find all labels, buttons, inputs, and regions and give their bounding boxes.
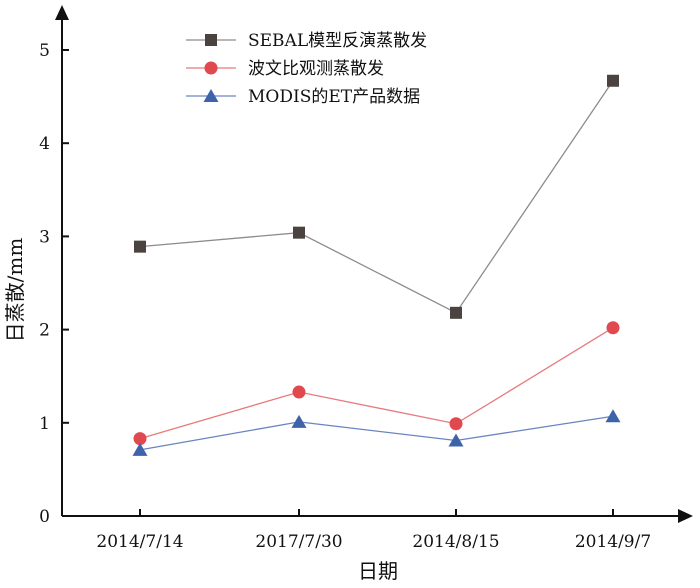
y-tick-label-3: 3 xyxy=(39,227,50,247)
legend-item-0: SEBAL模型反演蒸散发 xyxy=(186,31,427,51)
y-axis-title: 日蒸散/mm xyxy=(3,238,27,343)
series-layer xyxy=(132,74,621,456)
data-point-2-3 xyxy=(605,409,621,423)
legend-label-2: MODIS的ET产品数据 xyxy=(248,87,420,107)
x-tick-label-2: 2014/8/15 xyxy=(412,532,499,552)
series-line-1 xyxy=(139,327,614,440)
y-tick-label-5: 5 xyxy=(39,41,50,61)
legend-marker-1 xyxy=(204,61,218,75)
y-ticks: 0 1 2 3 4 5 xyxy=(39,41,69,527)
y-tick-label-0: 0 xyxy=(39,507,50,527)
axes xyxy=(55,5,693,523)
legend-label-1: 波文比观测蒸散发 xyxy=(248,59,384,79)
data-point-0-2 xyxy=(450,306,462,319)
data-point-1-3 xyxy=(606,321,620,335)
x-axis-arrow xyxy=(678,509,693,523)
data-point-1-2 xyxy=(449,417,463,431)
legend-item-1: 波文比观测蒸散发 xyxy=(186,59,384,79)
legend-item-2: MODIS的ET产品数据 xyxy=(186,87,420,107)
data-point-2-1 xyxy=(291,414,307,428)
y-axis-arrow xyxy=(55,5,69,20)
data-point-1-1 xyxy=(292,385,306,399)
legend-label-0: SEBAL模型反演蒸散发 xyxy=(248,31,427,51)
series-line-2 xyxy=(139,415,614,451)
x-axis-title: 日期 xyxy=(358,559,398,583)
x-ticks: 2014/7/14 2017/7/30 2014/8/15 2014/9/7 xyxy=(96,509,651,552)
data-point-0-1 xyxy=(293,226,305,239)
data-point-0-3 xyxy=(607,74,619,87)
data-point-2-2 xyxy=(448,433,464,447)
series-1 xyxy=(133,321,620,446)
x-tick-label-0: 2014/7/14 xyxy=(96,532,183,552)
data-point-1-0 xyxy=(133,432,147,446)
x-tick-label-3: 2014/9/7 xyxy=(575,532,651,552)
y-tick-label-1: 1 xyxy=(39,414,50,434)
x-tick-label-1: 2017/7/30 xyxy=(255,532,342,552)
series-2 xyxy=(132,409,621,456)
data-point-0-0 xyxy=(134,240,146,253)
legend-marker-0 xyxy=(205,34,217,46)
series-0 xyxy=(134,74,619,319)
legend-marker-2 xyxy=(203,89,219,102)
y-tick-label-4: 4 xyxy=(39,134,50,154)
y-tick-label-2: 2 xyxy=(39,321,50,341)
data-point-2-0 xyxy=(132,442,148,456)
series-line-0 xyxy=(139,80,614,314)
